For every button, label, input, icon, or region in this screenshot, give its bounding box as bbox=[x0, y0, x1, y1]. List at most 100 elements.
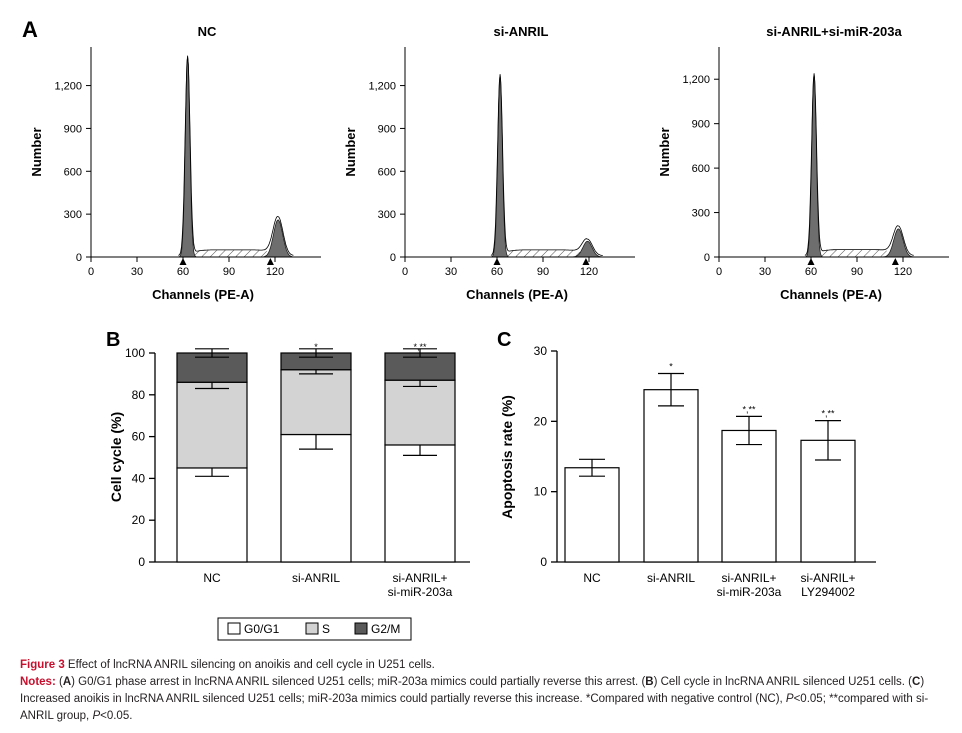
y-tick-label: 0 bbox=[76, 252, 82, 264]
x-tick-label: 60 bbox=[805, 266, 817, 278]
x-tick-label: 0 bbox=[716, 266, 722, 278]
x-tick-label: 0 bbox=[88, 266, 94, 278]
histogram-title: si-ANRIL bbox=[494, 24, 549, 39]
caption-title-line: Figure 3 Effect of lncRNA ANRIL silencin… bbox=[20, 657, 950, 674]
g1-peak bbox=[490, 75, 510, 258]
x-category-label: si-ANRIL+ bbox=[721, 571, 776, 585]
y-tick-label: 100 bbox=[125, 346, 145, 360]
significance-label: *,** bbox=[821, 409, 835, 419]
legend-label: G0/G1 bbox=[244, 622, 280, 636]
histogram-1: NC 0 300 600 900 1,200 0 30 60 90 120 Channels (PE-… bbox=[29, 24, 321, 302]
y-tick-label: 30 bbox=[534, 344, 548, 358]
fit-envelope bbox=[804, 73, 914, 256]
bar-g0g1 bbox=[176, 467, 248, 563]
y-tick-label: 20 bbox=[132, 513, 146, 527]
y-tick-label: 0 bbox=[138, 555, 145, 569]
s-phase-area bbox=[187, 250, 279, 257]
caption-b-text: ) Cell cycle in lncRNA ANRIL silenced U2… bbox=[653, 676, 913, 688]
y-tick-label: 600 bbox=[64, 166, 82, 178]
significance-label: *,** bbox=[413, 342, 427, 352]
x-axis-title: Channels (PE-A) bbox=[466, 287, 568, 302]
legend-swatch bbox=[354, 622, 368, 635]
x-tick-label: 90 bbox=[851, 266, 863, 278]
y-tick-label: 20 bbox=[534, 414, 548, 428]
x-tick-label: 30 bbox=[131, 266, 143, 278]
x-tick-label: 90 bbox=[537, 266, 549, 278]
x-category-label: si-ANRIL bbox=[292, 571, 340, 585]
x-category-label: si-miR-203a bbox=[388, 585, 453, 599]
y-tick-label: 1,200 bbox=[368, 81, 396, 93]
y-tick-label: 1,200 bbox=[682, 74, 710, 86]
x-tick-label: 120 bbox=[580, 266, 598, 278]
x-tick-label: 60 bbox=[491, 266, 503, 278]
y-tick-label: 900 bbox=[64, 123, 82, 135]
significance-label: * bbox=[669, 362, 673, 372]
y-tick-label: 0 bbox=[704, 252, 710, 264]
histogram-2: si-ANRIL 0 300 600 900 1,200 0 30 60 90 120 Channel… bbox=[343, 24, 635, 302]
bar-g0g1 bbox=[384, 444, 456, 563]
peak-marker bbox=[493, 258, 501, 265]
y-tick-label: 300 bbox=[378, 209, 396, 221]
caption-a-label: A bbox=[62, 676, 72, 688]
x-category-label: LY294002 bbox=[801, 585, 855, 599]
y-tick-label: 900 bbox=[378, 123, 396, 135]
caption-c-label: C bbox=[912, 676, 921, 688]
y-tick-label: 900 bbox=[692, 119, 710, 131]
x-tick-label: 120 bbox=[894, 266, 912, 278]
apoptosis-bar bbox=[643, 389, 699, 563]
bar-s bbox=[176, 381, 248, 469]
figure-caption: Figure 3 Effect of lncRNA ANRIL silencin… bbox=[20, 657, 950, 725]
x-axis-title: Channels (PE-A) bbox=[780, 287, 882, 302]
s-phase-area bbox=[500, 250, 588, 257]
apoptosis-bar bbox=[721, 429, 777, 563]
y-axis-title: Number bbox=[657, 127, 672, 176]
g2-peak bbox=[882, 228, 915, 258]
caption-p-text-2: <0.05. bbox=[100, 710, 133, 722]
peak-marker bbox=[582, 258, 590, 265]
y-tick-label: 0 bbox=[540, 555, 547, 569]
s-phase-area bbox=[814, 249, 899, 257]
y-tick-label: 300 bbox=[64, 209, 82, 221]
y-axis-title: Number bbox=[29, 127, 44, 176]
x-category-label: si-ANRIL bbox=[647, 571, 695, 585]
y-tick-label: 600 bbox=[692, 163, 710, 175]
bar-s bbox=[384, 379, 456, 446]
caption-c-text: ) Increased anoikis in lncRNA ANRIL sile… bbox=[20, 676, 925, 705]
panel-b-stacked-bar-chart: B 0 20 40 60 80 100 Cell cycle (%) NC * si-ANRIL *,… bbox=[106, 329, 470, 641]
y-tick-label: 0 bbox=[390, 252, 396, 264]
x-tick-label: 0 bbox=[402, 266, 408, 278]
g2-peak bbox=[262, 219, 294, 258]
x-category-label: si-miR-203a bbox=[717, 585, 782, 599]
bar-g0g1 bbox=[280, 433, 352, 563]
bar-s bbox=[280, 369, 352, 436]
x-tick-label: 120 bbox=[266, 266, 284, 278]
caption-p-symbol: P bbox=[785, 693, 794, 705]
caption-notes: Notes: (A) G0/G1 phase arrest in lncRNA … bbox=[20, 676, 929, 722]
g2-peak bbox=[571, 240, 604, 258]
legend-label: S bbox=[322, 622, 330, 636]
panel-a-label: A bbox=[22, 17, 38, 42]
g1-peak bbox=[177, 56, 198, 258]
significance-label: *,** bbox=[742, 404, 756, 414]
legend-label: G2/M bbox=[371, 622, 400, 636]
y-tick-label: 10 bbox=[534, 485, 548, 499]
caption-a-text: ) G0/G1 phase arrest in lncRNA ANRIL sil… bbox=[71, 676, 646, 688]
peak-marker bbox=[891, 258, 899, 265]
legend-swatch bbox=[305, 622, 319, 635]
peak-marker bbox=[807, 258, 815, 265]
y-axis-title: Number bbox=[343, 127, 358, 176]
histogram-title: NC bbox=[198, 24, 217, 39]
x-tick-label: 60 bbox=[177, 266, 189, 278]
y-tick-label: 600 bbox=[378, 166, 396, 178]
caption-title: Figure 3 bbox=[20, 659, 65, 671]
apoptosis-bar bbox=[564, 467, 620, 563]
y-axis-title: Apoptosis rate (%) bbox=[499, 395, 515, 519]
fit-envelope bbox=[490, 74, 603, 256]
y-tick-label: 40 bbox=[132, 471, 146, 485]
legend-swatch bbox=[227, 622, 241, 635]
panel-c-label: C bbox=[497, 329, 511, 351]
x-category-label: si-ANRIL+ bbox=[392, 571, 447, 585]
caption-notes-label: Notes: bbox=[20, 676, 56, 688]
